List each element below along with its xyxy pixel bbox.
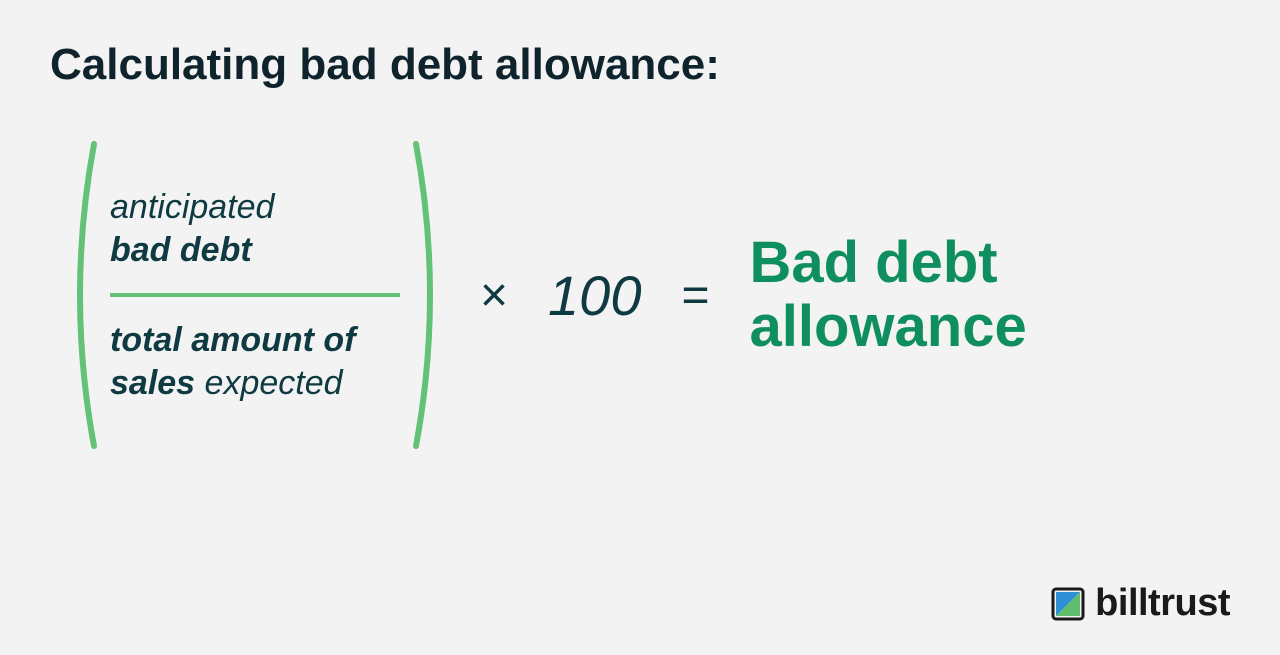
result-label: Bad debt allowance bbox=[740, 231, 1027, 359]
numerator: anticipated bad debt bbox=[110, 172, 274, 285]
result-line1: Bad debt bbox=[750, 230, 998, 295]
denominator-line1: total amount of bbox=[110, 321, 356, 359]
brand-name: billtrust bbox=[1095, 582, 1230, 625]
left-paren-icon bbox=[60, 140, 100, 450]
fraction-divider bbox=[110, 293, 400, 297]
fraction-group: anticipated bad debt total amount of sal… bbox=[60, 140, 450, 450]
result-line2: allowance bbox=[750, 294, 1027, 359]
fraction: anticipated bad debt total amount of sal… bbox=[100, 172, 410, 418]
page-title: Calculating bad debt allowance: bbox=[50, 40, 1230, 90]
numerator-line1: anticipated bbox=[110, 188, 274, 226]
numerator-line2: bad debt bbox=[110, 231, 252, 269]
right-paren-icon bbox=[410, 140, 450, 450]
brand-badge: billtrust bbox=[1051, 582, 1230, 625]
equals-operator: = bbox=[671, 268, 719, 323]
denominator: total amount of sales expected bbox=[110, 305, 356, 418]
denominator-line2-bold: sales bbox=[110, 364, 195, 402]
formula-container: anticipated bad debt total amount of sal… bbox=[60, 140, 1230, 450]
times-operator: × bbox=[470, 268, 518, 323]
denominator-line2-rest: expected bbox=[195, 364, 342, 402]
brand-logo-icon bbox=[1051, 587, 1085, 621]
multiplier-value: 100 bbox=[538, 263, 651, 328]
